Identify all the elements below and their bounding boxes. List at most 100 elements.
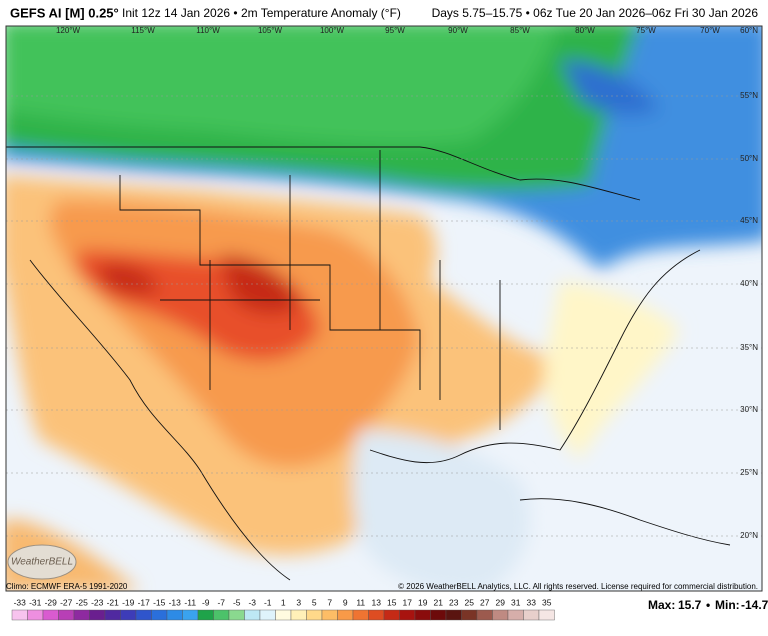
colorbar-tick-label: -1 (264, 597, 272, 607)
colorbar-swatch (151, 609, 168, 621)
colorbar-swatch (352, 609, 369, 621)
colorbar-tick-label: -17 (138, 597, 151, 607)
colorbar-tick-label: 23 (449, 597, 459, 607)
latitude-label: 35°N (740, 343, 758, 352)
colorbar-tick-label: -15 (153, 597, 166, 607)
colorbar-tick-label: -13 (169, 597, 182, 607)
colorbar-swatch (89, 609, 106, 621)
colorbar-tick-label: -7 (217, 597, 225, 607)
latitude-label: 45°N (740, 216, 758, 225)
valid-period: Days 5.75–15.75 • 06z Tue 20 Jan 2026–06… (432, 6, 759, 20)
colorbar-tick-label: 25 (465, 597, 475, 607)
colorbar-tick-label: -31 (29, 597, 42, 607)
colorbar-swatch (337, 609, 354, 621)
colorbar-swatch (182, 609, 199, 621)
climo-note: Climo: ECMWF ERA-5 1991-2020 (6, 582, 128, 591)
colorbar-swatch (399, 609, 416, 621)
colorbar-tick-label: -21 (107, 597, 120, 607)
colorbar-tick-label: -3 (248, 597, 256, 607)
colorbar-swatch (197, 609, 214, 621)
colorbar-swatch (476, 609, 493, 621)
colorbar-tick-label: 17 (403, 597, 413, 607)
colorbar-tick-label: 13 (372, 597, 382, 607)
longitude-label: 75°W (636, 26, 656, 35)
colorbar-swatch (27, 609, 44, 621)
latitude-labels: 60°N 55°N 50°N 45°N 40°N 35°N 30°N 25°N 20°N (740, 26, 758, 540)
logo: WeatherBELL (11, 557, 73, 568)
colorbar-tick-label: 3 (296, 597, 301, 607)
colorbar-swatch (368, 609, 385, 621)
colorbar-tick-label: 9 (343, 597, 348, 607)
colorbar-swatch (120, 609, 137, 621)
longitude-label: 95°W (385, 26, 405, 35)
colorbar-tick-label: -5 (233, 597, 241, 607)
longitude-label: 85°W (510, 26, 530, 35)
colorbar-swatch (11, 609, 28, 621)
colorbar-swatch (213, 609, 230, 621)
colorbar-swatch (306, 609, 323, 621)
subtitle: Init 12z 14 Jan 2026 • 2m Temperature An… (122, 6, 401, 20)
colorbar-swatch (538, 609, 555, 621)
stats: Max: 15.7 • Min: -14.7 (648, 598, 768, 612)
colorbar-swatch (166, 609, 183, 621)
colorbar-tick-label: 31 (511, 597, 521, 607)
colorbar-swatch (104, 609, 121, 621)
boundaries (6, 146, 731, 581)
colorbar-swatch (73, 609, 90, 621)
colorbar-swatch (414, 609, 431, 621)
colorbar-tick-label: -11 (184, 597, 196, 607)
colorbar-tick-label: 7 (327, 597, 332, 607)
anomaly-field (6, 26, 762, 591)
latitude-label: 30°N (740, 405, 758, 414)
colorbar: -33 -31 -29 -27 -25 -23 -21 -19 -17 -15 -13 -11 -9 -7… (11, 597, 555, 621)
logo-badge (7, 544, 77, 580)
copyright: © 2026 WeatherBELL Analytics, LLC. All r… (398, 582, 758, 591)
colorbar-swatch (58, 609, 75, 621)
colorbar-tick-label: 29 (496, 597, 506, 607)
colorbar-swatch (523, 609, 540, 621)
colorbar-swatch (228, 609, 245, 621)
max-value: 15.7 (678, 598, 702, 612)
colorbar-swatch (492, 609, 509, 621)
longitude-label: 115°W (131, 26, 155, 35)
colorbar-swatch (275, 609, 292, 621)
colorbar-tick-label: 11 (356, 597, 365, 607)
latitude-label: 40°N (740, 279, 758, 288)
colorbar-tick-label: 35 (542, 597, 552, 607)
colorbar-swatch (445, 609, 462, 621)
colorbar-tick-label: 19 (418, 597, 428, 607)
longitude-label: 120°W (56, 26, 81, 35)
colorbar-swatch (321, 609, 338, 621)
colorbar-swatch (383, 609, 400, 621)
colorbar-tick-label: -29 (45, 597, 58, 607)
colorbar-tick-label: 33 (527, 597, 537, 607)
longitude-labels: 120°W 115°W 110°W 105°W 100°W 95°W 90°W 85°W 80°… (56, 26, 720, 35)
longitude-label: 110°W (196, 26, 220, 35)
longitude-label: 80°W (575, 26, 595, 35)
colorbar-swatch (259, 609, 276, 621)
max-label: Max: (648, 598, 675, 612)
title: GEFS AI [M] 0.25° (10, 5, 119, 20)
colorbar-swatch (290, 609, 307, 621)
colorbar-swatch (461, 609, 478, 621)
colorbar-tick-label: 27 (480, 597, 490, 607)
colorbar-tick-label: -23 (91, 597, 104, 607)
colorbar-tick-label: -27 (60, 597, 73, 607)
colorbar-swatch (135, 609, 152, 621)
longitude-label: 105°W (258, 26, 283, 35)
colorbar-tick-label: 1 (281, 597, 286, 607)
colorbar-tick-label: -9 (202, 597, 210, 607)
map-frame (5, 25, 763, 592)
separator: • (706, 598, 710, 612)
colorbar-tick-label: 5 (312, 597, 317, 607)
latitude-label: 25°N (740, 468, 758, 477)
min-value: -14.7 (741, 598, 768, 612)
colorbar-swatch (430, 609, 447, 621)
colorbar-tick-label: 15 (387, 597, 397, 607)
colorbar-tick-label: -33 (14, 597, 27, 607)
latitude-label: 20°N (740, 531, 758, 540)
latitude-label: 60°N (740, 26, 758, 35)
longitude-label: 90°W (448, 26, 468, 35)
